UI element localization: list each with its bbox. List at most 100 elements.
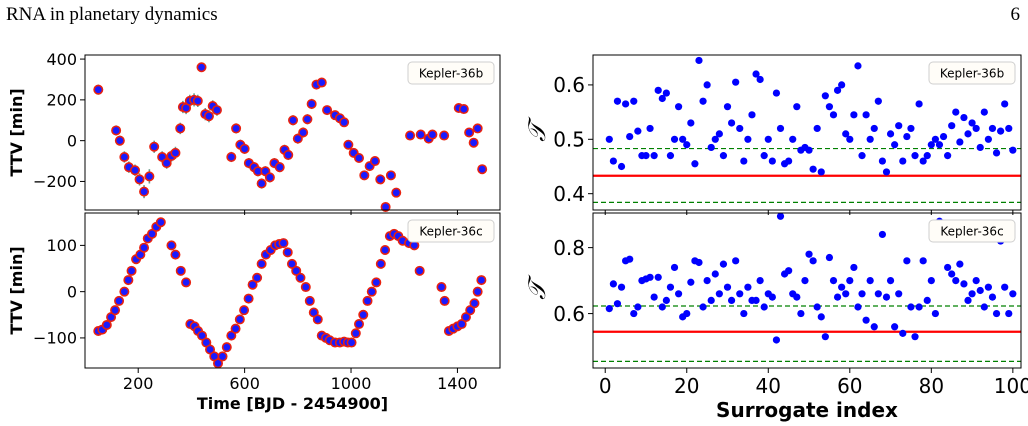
- data-point: [801, 277, 809, 285]
- data-point: [1005, 124, 1013, 133]
- data-point: [662, 296, 670, 304]
- data-point: [899, 329, 907, 337]
- data-point: [903, 257, 911, 265]
- data-point: [369, 156, 380, 167]
- data-point: [744, 283, 752, 291]
- data-point: [891, 323, 899, 331]
- panel-ttv-36b: −200 0 200 400 TTV [min] Kepler-36b: [7, 50, 501, 215]
- data-point: [817, 313, 825, 321]
- data-point: [144, 171, 155, 182]
- data-point: [119, 286, 130, 297]
- data-point: [964, 296, 972, 304]
- data-point: [948, 270, 956, 278]
- data-point: [850, 263, 858, 272]
- data-point: [196, 62, 207, 73]
- data-point: [785, 157, 793, 165]
- data-point: [923, 296, 931, 304]
- legend-label: Kepler-36c: [940, 225, 1003, 239]
- data-point: [114, 135, 125, 146]
- y-axis-label: TTV [min]: [7, 88, 26, 176]
- data-point: [634, 127, 642, 135]
- data-point: [192, 95, 203, 106]
- data-point: [226, 330, 237, 341]
- data-point: [350, 328, 361, 339]
- data-point: [935, 141, 944, 149]
- y-axis-label: 𝒯: [523, 116, 551, 142]
- data-point: [234, 314, 245, 325]
- data-point: [605, 305, 613, 313]
- data-point: [687, 119, 695, 127]
- data-point: [123, 275, 134, 286]
- data-point: [358, 309, 369, 320]
- x-axis-label: Surrogate index: [716, 398, 898, 422]
- data-point: [1009, 290, 1017, 298]
- data-point: [654, 273, 662, 281]
- data-point: [793, 293, 801, 301]
- data-point: [988, 293, 997, 301]
- data-point: [666, 283, 675, 291]
- y-tick-label: −100: [33, 329, 77, 348]
- data-point: [736, 124, 744, 133]
- data-point: [247, 279, 258, 290]
- data-point: [817, 168, 825, 176]
- data-point: [650, 152, 658, 160]
- data-point: [354, 319, 365, 330]
- data-point: [952, 277, 960, 285]
- data-point: [870, 323, 878, 331]
- data-point: [630, 97, 638, 105]
- data-point: [846, 135, 854, 143]
- data-point: [825, 103, 834, 111]
- data-point: [181, 277, 192, 288]
- data-point: [821, 333, 829, 341]
- data-point: [197, 330, 208, 341]
- data-point: [149, 141, 160, 152]
- data-point: [139, 186, 150, 197]
- data-point: [304, 295, 315, 306]
- data-point: [139, 242, 150, 253]
- data-point: [613, 97, 622, 105]
- axes-frame: [592, 54, 1022, 211]
- data-point: [695, 258, 703, 267]
- data-point: [622, 100, 630, 108]
- data-point: [984, 283, 992, 291]
- data-point: [93, 84, 104, 95]
- axes-frame: [84, 54, 501, 211]
- data-point: [666, 152, 675, 160]
- data-point: [760, 303, 768, 311]
- data-point: [170, 147, 181, 158]
- y-axis-label: TTV [min]: [7, 246, 26, 334]
- data-point: [278, 238, 289, 249]
- data-point: [829, 277, 838, 285]
- legend-label: Kepler-36b: [940, 67, 1004, 81]
- data-point: [683, 141, 691, 149]
- data-point: [675, 290, 683, 298]
- data-point: [1009, 146, 1017, 154]
- data-point: [829, 111, 838, 119]
- data-point: [744, 135, 752, 143]
- data-point: [175, 265, 186, 276]
- data-point: [858, 290, 866, 298]
- data-point: [886, 277, 895, 285]
- data-point: [609, 280, 617, 288]
- data-point: [907, 303, 915, 311]
- legend-label: Kepler-36c: [419, 225, 482, 239]
- data-point: [354, 152, 365, 163]
- data-point: [205, 344, 216, 355]
- x-tick-label: 20: [674, 374, 699, 398]
- data-point: [231, 123, 242, 134]
- data-point: [634, 303, 642, 311]
- data-point: [719, 152, 728, 160]
- legend-box: [928, 219, 1016, 243]
- running-title: RNA in planetary dynamics: [6, 4, 218, 25]
- data-point: [992, 149, 1001, 157]
- y-tick-label: 0: [67, 282, 77, 301]
- data-point: [415, 129, 426, 140]
- data-point: [405, 130, 416, 141]
- data-point: [923, 152, 931, 160]
- data-point: [968, 119, 976, 127]
- data-point: [316, 77, 327, 88]
- data-point: [654, 86, 662, 94]
- data-point: [675, 103, 683, 111]
- data-point: [715, 130, 723, 138]
